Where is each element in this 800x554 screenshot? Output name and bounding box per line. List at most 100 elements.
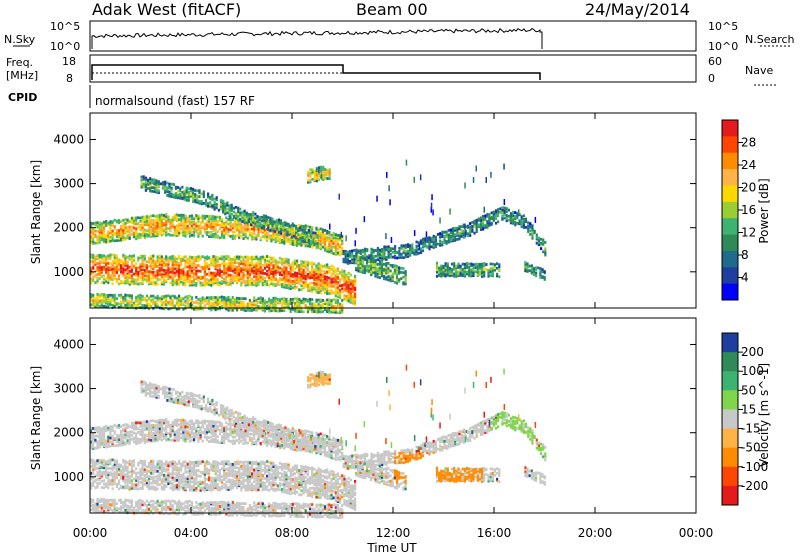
power-echo-cell <box>322 174 325 178</box>
power-echo-cell <box>336 267 339 271</box>
power-echo-cell <box>105 305 108 309</box>
power-echo-cell <box>287 238 290 241</box>
power-echo-cell <box>238 232 241 236</box>
power-echo-cell <box>272 303 275 307</box>
power-echo-cell <box>304 279 307 283</box>
power-echo-cell <box>187 187 190 191</box>
power-echo-cell <box>296 265 299 269</box>
velocity-echo-cell <box>214 424 217 428</box>
power-echo-cell <box>472 266 475 269</box>
power-echo-cell <box>167 263 170 266</box>
velocity-echo-cell <box>147 439 151 443</box>
power-echo-cell <box>201 281 204 285</box>
power-echo-cell <box>223 281 226 284</box>
power-echo-cell <box>154 270 157 274</box>
power-echo-cell <box>242 297 245 300</box>
power-echo-cell <box>321 241 324 245</box>
power-echo-cell <box>332 269 335 273</box>
power-echo-cell <box>346 250 349 254</box>
power-echo-cell <box>163 257 166 261</box>
power-echo-cell <box>285 239 288 243</box>
power-echo-cell <box>205 225 209 229</box>
power-echo-cell <box>193 268 196 271</box>
velocity-echo-cell <box>188 427 191 431</box>
power-echo-cell <box>251 279 254 282</box>
power-echo-cell <box>160 227 163 231</box>
power-echo-cell <box>361 258 364 262</box>
power-echo-cell <box>366 248 369 251</box>
velocity-echo-cell <box>117 438 121 441</box>
power-echo-cell <box>251 257 254 261</box>
power-echo-cell <box>315 175 318 179</box>
power-echo-cell <box>389 247 392 250</box>
power-echo-cell <box>128 294 131 297</box>
power-echo-cell <box>246 271 249 275</box>
power-echo-cell <box>455 272 458 276</box>
power-echo-cell <box>149 184 152 187</box>
velocity-echo-cell <box>167 422 170 426</box>
velocity-echo-cell <box>178 427 181 431</box>
power-echo-cell <box>141 228 144 232</box>
power-echo-cell <box>505 214 508 217</box>
power-echo-cell <box>90 299 93 303</box>
power-echo-cell <box>280 224 283 227</box>
power-echo-cell <box>188 294 191 298</box>
velocity-echo-cell <box>128 433 131 436</box>
power-echo-cell <box>341 308 344 312</box>
power-echo-cell <box>105 240 108 244</box>
power-echo-cell <box>182 218 185 222</box>
power-echo-cell <box>192 193 195 197</box>
power-echo-cell <box>111 239 114 242</box>
power-echo-cell <box>482 218 485 221</box>
power-echo-cell <box>326 238 329 241</box>
power-echo-cell <box>196 189 199 193</box>
velocity-echo-cell <box>216 420 219 424</box>
power-echo-cell <box>311 286 314 289</box>
power-echo-cell <box>268 303 271 306</box>
power-echo-cell <box>278 241 282 245</box>
power-echo-cell <box>210 215 213 218</box>
power-echo-cell <box>368 268 371 272</box>
power-echo-cell <box>111 276 114 280</box>
power-echo-cell <box>251 233 254 237</box>
power-echo-cell <box>239 217 242 221</box>
power-echo-cell <box>313 302 316 306</box>
power-echo-cell <box>402 244 405 248</box>
power-echo-cell <box>479 226 483 230</box>
power-echo-cell <box>240 283 243 287</box>
power-echo-cell <box>135 297 138 301</box>
power-echo-cell <box>205 262 209 266</box>
power-echo-cell <box>231 226 234 230</box>
power-streak-cell <box>464 231 467 238</box>
power-echo-cell <box>339 288 342 292</box>
power-streak-cell <box>419 174 422 181</box>
power-echo-cell <box>315 282 318 286</box>
power-echo-cell <box>330 305 333 308</box>
power-echo-cell <box>219 203 223 206</box>
velocity-echo-cell <box>180 418 183 422</box>
power-echo-cell <box>261 255 264 259</box>
power-echo-cell <box>263 228 266 232</box>
power-echo-cell <box>276 260 279 264</box>
power-echo-cell <box>243 214 246 218</box>
power-echo-cell <box>531 236 534 240</box>
power-echo-cell <box>193 221 196 224</box>
power-echo-cell <box>281 240 284 244</box>
power-echo-cell <box>238 275 241 279</box>
velocity-echo-cell <box>212 428 215 431</box>
power-echo-cell <box>186 228 189 231</box>
power-echo-cell <box>370 265 373 269</box>
power-echo-cell <box>186 270 189 273</box>
power-echo-cell <box>216 269 219 272</box>
power-echo-cell <box>130 296 133 300</box>
power-echo-cell <box>479 224 483 228</box>
power-echo-cell <box>430 245 433 249</box>
power-echo-cell <box>165 263 168 266</box>
power-echo-cell <box>183 189 186 193</box>
velocity-echo-cell <box>205 424 209 428</box>
power-echo-cell <box>169 281 172 285</box>
power-echo-cell <box>158 230 161 234</box>
power-echo-cell <box>334 311 337 314</box>
power-echo-cell <box>326 298 329 302</box>
power-echo-cell <box>361 254 364 258</box>
